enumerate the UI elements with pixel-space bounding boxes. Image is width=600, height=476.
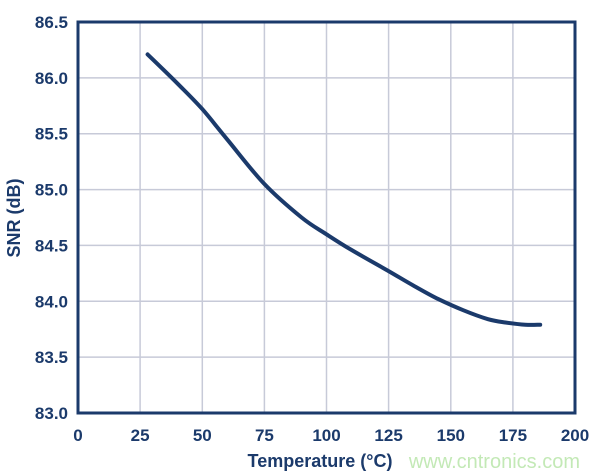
plot-border [76, 20, 577, 415]
y-tick-label: 85.5 [35, 125, 68, 144]
watermark: www.cntronics.com [408, 451, 580, 473]
x-tick-label: 50 [193, 426, 212, 445]
grid-lines [78, 22, 575, 413]
y-tick-label: 86.0 [35, 69, 68, 88]
y-tick-label: 84.5 [35, 236, 68, 255]
x-tick-label: 100 [312, 426, 340, 445]
x-axis-tick-labels: 0 25 50 75 100 125 150 175 200 [73, 426, 589, 445]
y-tick-label: 83.0 [35, 404, 68, 423]
y-axis-tick-labels: 83.0 83.5 84.0 84.5 85.0 85.5 86.0 86.5 [35, 13, 68, 423]
x-tick-label: 75 [255, 426, 274, 445]
y-tick-label: 84.0 [35, 292, 68, 311]
y-axis-title: SNR (dB) [4, 179, 24, 258]
x-tick-label: 150 [437, 426, 465, 445]
x-tick-label: 200 [561, 426, 589, 445]
x-axis-title: Temperature (°C) [248, 451, 393, 471]
x-tick-label: 0 [73, 426, 82, 445]
y-tick-label: 85.0 [35, 181, 68, 200]
x-tick-label: 25 [131, 426, 150, 445]
x-tick-label: 175 [499, 426, 527, 445]
y-tick-label: 86.5 [35, 13, 68, 32]
y-tick-label: 83.5 [35, 348, 68, 367]
snr-curve [145, 52, 543, 327]
x-tick-label: 125 [374, 426, 402, 445]
